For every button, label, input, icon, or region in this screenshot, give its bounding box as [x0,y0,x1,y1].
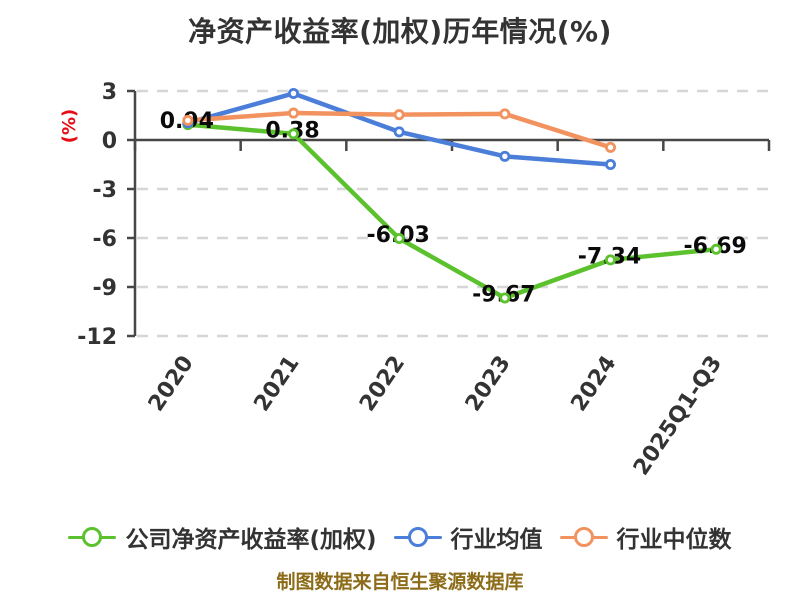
data-point-1-1 [287,87,299,99]
legend-label: 行业均值 [450,527,543,553]
plot-area: 3 0 -3 -6 -9 -12 2020 2021 2022 2023 2024 2025Q1-Q3… [77,80,771,480]
y-tick-label: 3 [102,80,117,105]
legend-label: 公司净资产收益率(加权) [125,527,377,553]
data-point-1-2 [393,126,405,138]
y-tick-label: -12 [77,325,117,350]
data-point-0-5 [710,243,722,255]
data-point-0-2 [393,232,405,244]
legend: 公司净资产收益率(加权) 行业均值 行业中位数 [0,520,800,554]
x-tick-label: 2024 [567,351,622,416]
data-point-2-2 [393,109,405,121]
x-tick-label: 2023 [461,351,516,416]
x-tick-label: 2021 [250,351,305,416]
legend-item-company-roe[interactable]: 公司净资产收益率(加权) [68,520,377,554]
data-point-0-3 [499,292,511,304]
data-point-2-0 [182,114,194,126]
data-point-2-4 [605,141,617,153]
series-line-0 [185,122,719,301]
data-point-2-1 [287,107,299,119]
legend-marker-icon [68,527,117,547]
data-point-2-3 [499,108,511,120]
x-tick-label: 2020 [144,351,199,416]
x-tick-label: 2025Q1-Q3 [629,351,727,480]
chart-title: 净资产收益率(加权)历年情况(%) [188,15,612,48]
y-tick-label: -9 [93,276,117,301]
y-tick-label: -6 [93,227,117,252]
legend-marker-icon [559,527,608,547]
data-point-0-1 [287,128,299,140]
legend-label: 行业中位数 [616,527,732,553]
legend-item-industry-median[interactable]: 行业中位数 [559,520,732,554]
data-source-caption: 制图数据来自恒生聚源数据库 [276,571,524,593]
y-tick-label: 0 [102,129,117,154]
data-point-0-4 [605,254,617,266]
y-tick-label: -3 [93,178,117,203]
data-point-1-4 [605,158,617,170]
data-point-1-3 [499,150,511,162]
legend-marker-icon [393,527,442,547]
legend-item-industry-mean[interactable]: 行业均值 [393,520,543,554]
x-tick-label: 2022 [355,351,410,416]
